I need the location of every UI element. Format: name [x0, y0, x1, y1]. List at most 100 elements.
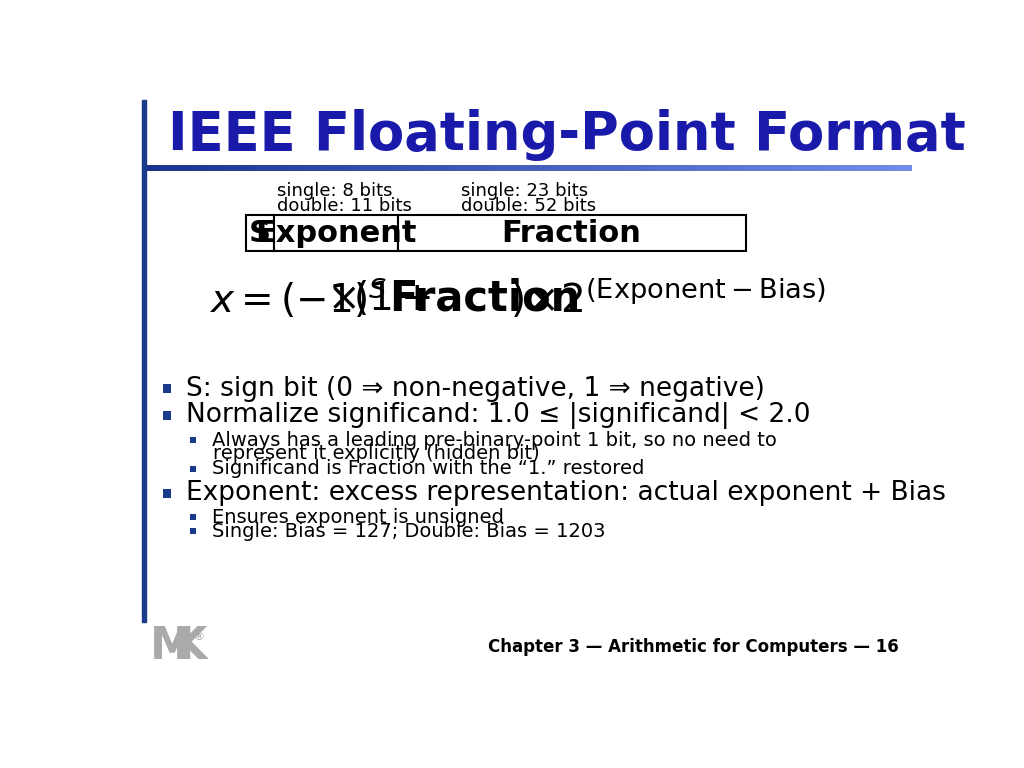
Bar: [755, 165, 758, 170]
Bar: [237, 165, 240, 170]
Bar: [313, 165, 317, 170]
Bar: [828, 165, 833, 170]
Bar: [895, 165, 899, 170]
Bar: [757, 165, 761, 170]
Bar: [555, 165, 558, 170]
Bar: [709, 165, 712, 170]
Bar: [798, 165, 802, 170]
Bar: [750, 165, 753, 170]
Bar: [272, 165, 276, 170]
Bar: [395, 165, 399, 170]
Bar: [782, 165, 786, 170]
Bar: [862, 165, 865, 170]
Bar: [724, 165, 727, 170]
Bar: [583, 165, 586, 170]
Bar: [503, 165, 507, 170]
Bar: [436, 165, 440, 170]
Bar: [591, 165, 594, 170]
Bar: [196, 165, 199, 170]
Bar: [388, 165, 391, 170]
Bar: [864, 165, 868, 170]
Bar: [275, 165, 279, 170]
Text: Fraction: Fraction: [502, 219, 642, 247]
Text: IEEE Floating-Point Format: IEEE Floating-Point Format: [168, 108, 966, 161]
Bar: [487, 165, 492, 170]
Text: S: sign bit (0 ⇒ non-negative, 1 ⇒ negative): S: sign bit (0 ⇒ non-negative, 1 ⇒ negat…: [186, 376, 765, 402]
Bar: [670, 165, 673, 170]
Bar: [329, 165, 333, 170]
Bar: [565, 165, 568, 170]
Bar: [306, 165, 309, 170]
Bar: [785, 165, 788, 170]
Bar: [332, 165, 335, 170]
Bar: [183, 165, 186, 170]
Bar: [547, 165, 550, 170]
Bar: [618, 165, 622, 170]
Bar: [147, 165, 151, 170]
Bar: [842, 165, 845, 170]
Bar: [739, 165, 742, 170]
Bar: [293, 165, 297, 170]
Bar: [255, 165, 258, 170]
Bar: [301, 165, 304, 170]
Bar: [457, 165, 461, 170]
Bar: [175, 165, 178, 170]
Bar: [455, 165, 458, 170]
Bar: [588, 165, 591, 170]
Bar: [813, 165, 817, 170]
Bar: [703, 165, 707, 170]
Bar: [572, 165, 575, 170]
Bar: [659, 165, 663, 170]
Bar: [796, 165, 799, 170]
Bar: [194, 165, 197, 170]
Bar: [849, 165, 853, 170]
Bar: [240, 165, 243, 170]
Bar: [578, 165, 581, 170]
Bar: [567, 165, 570, 170]
Bar: [526, 165, 529, 170]
Bar: [206, 165, 209, 170]
Bar: [844, 165, 848, 170]
Bar: [470, 165, 473, 170]
Bar: [560, 165, 563, 170]
Bar: [441, 165, 445, 170]
Bar: [273, 215, 397, 251]
Bar: [649, 165, 652, 170]
Bar: [765, 165, 768, 170]
Bar: [606, 165, 609, 170]
Bar: [593, 165, 596, 170]
Text: double: 11 bits: double: 11 bits: [276, 197, 412, 215]
Bar: [823, 165, 827, 170]
Text: $\times\!(1+$: $\times\!(1+$: [328, 279, 431, 318]
Bar: [472, 165, 476, 170]
Bar: [752, 165, 756, 170]
Bar: [908, 165, 911, 170]
Bar: [746, 165, 750, 170]
Bar: [209, 165, 212, 170]
Bar: [603, 165, 606, 170]
Bar: [629, 165, 632, 170]
Bar: [283, 165, 287, 170]
Text: Single: Bias = 127; Double: Bias = 1203: Single: Bias = 127; Double: Bias = 1203: [212, 521, 605, 541]
Bar: [811, 165, 814, 170]
Bar: [883, 165, 886, 170]
Bar: [234, 165, 238, 170]
Bar: [173, 165, 176, 170]
Bar: [308, 165, 312, 170]
Bar: [493, 165, 497, 170]
Bar: [537, 165, 540, 170]
Text: single: 8 bits: single: 8 bits: [276, 182, 392, 200]
Bar: [214, 165, 217, 170]
Bar: [383, 165, 386, 170]
Bar: [400, 165, 404, 170]
Bar: [869, 165, 873, 170]
Bar: [644, 165, 647, 170]
Bar: [898, 165, 901, 170]
Bar: [801, 165, 804, 170]
Bar: [762, 165, 766, 170]
Bar: [731, 165, 734, 170]
Text: single: 23 bits: single: 23 bits: [461, 182, 589, 200]
Bar: [250, 165, 253, 170]
Bar: [719, 165, 722, 170]
Bar: [654, 165, 657, 170]
